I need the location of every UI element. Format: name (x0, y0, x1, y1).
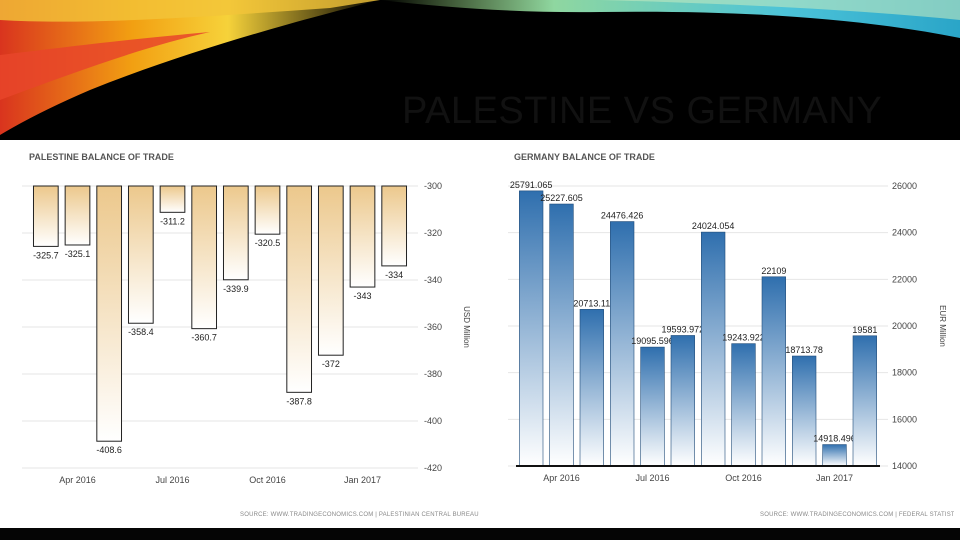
germany-data-label: 24024.054 (692, 221, 735, 231)
palestine-x-tick: Apr 2016 (59, 475, 96, 485)
germany-bar (761, 276, 786, 467)
palestine-bar (254, 185, 281, 235)
palestine-y-tick: -360 (424, 322, 442, 332)
germany-y-axis-label: EUR Million (938, 305, 947, 347)
germany-bar (519, 190, 544, 467)
germany-y-tick: 14000 (892, 461, 917, 471)
germany-chart-title: GERMANY BALANCE OF TRADE (514, 152, 655, 162)
palestine-data-label: -339.9 (223, 284, 249, 294)
palestine-y-tick: -420 (424, 463, 442, 473)
germany-data-label: 19095.596 (631, 336, 674, 346)
palestine-y-tick: -380 (424, 369, 442, 379)
palestine-data-label: -320.5 (255, 238, 281, 248)
palestine-data-label: -372 (322, 359, 340, 369)
palestine-y-tick: -320 (424, 228, 442, 238)
slide-title: PALESTINE VS GERMANY (402, 90, 883, 132)
palestine-data-label: -311.2 (160, 216, 185, 226)
palestine-data-label: -408.6 (96, 445, 122, 455)
germany-y-tick: 26000 (892, 181, 917, 191)
palestine-data-label: -358.4 (128, 327, 154, 337)
germany-bar (822, 444, 847, 467)
germany-data-label: 18713.78 (785, 345, 823, 355)
germany-data-label: 19593.972 (662, 324, 705, 334)
germany-x-tick: Jul 2016 (635, 473, 669, 483)
palestine-y-axis-label: USD Million (462, 306, 471, 348)
palestine-y-tick: -400 (424, 416, 442, 426)
germany-data-label: 20713.11 (573, 298, 610, 308)
title-banner (0, 0, 960, 140)
germany-bar (701, 231, 726, 467)
germany-data-label: 24476.426 (601, 211, 644, 221)
palestine-bar (381, 185, 408, 267)
palestine-bar (32, 185, 59, 247)
palestine-data-label: -343 (353, 291, 371, 301)
palestine-bar (349, 185, 376, 288)
palestine-bar (96, 185, 123, 442)
palestine-bar (222, 185, 249, 281)
germany-bar (670, 335, 695, 467)
germany-bar (852, 335, 877, 467)
germany-data-label: 25791.065 (510, 180, 553, 190)
germany-data-label: 19581 (852, 325, 877, 335)
palestine-bar (286, 185, 313, 393)
germany-bar (579, 309, 604, 467)
palestine-chart-panel: PALESTINE BALANCE OF TRADE -300 -320 -340 -3… (22, 140, 480, 525)
palestine-x-tick: Jan 2017 (344, 475, 381, 485)
palestine-y-tick: -340 (424, 275, 442, 285)
palestine-bar (159, 185, 186, 213)
germany-y-tick: 16000 (892, 414, 917, 424)
germany-bar (792, 355, 817, 467)
palestine-source-note: SOURCE: WWW.TRADINGECONOMICS.COM | PALES… (240, 512, 480, 518)
palestine-bar (317, 185, 344, 356)
palestine-x-tick: Oct 2016 (249, 475, 286, 485)
palestine-data-label: -334 (385, 270, 403, 280)
germany-bar (549, 203, 574, 467)
palestine-data-label: -325.1 (65, 249, 91, 259)
germany-bar (731, 343, 756, 467)
bottom-strip (0, 528, 960, 540)
palestine-data-label: -325.7 (33, 250, 59, 260)
germany-y-tick: 24000 (892, 228, 917, 238)
germany-chart-panel: GERMANY BALANCE OF TRADE 26000 24000 22000 2… (508, 140, 954, 525)
germany-data-label: 14918.496 (813, 434, 856, 444)
palestine-data-label: -360.7 (191, 333, 217, 343)
germany-x-tick: Apr 2016 (543, 473, 580, 483)
germany-x-tick: Oct 2016 (725, 473, 762, 483)
germany-y-tick: 20000 (892, 321, 917, 331)
germany-data-label: 25227.605 (540, 193, 583, 203)
germany-x-tick: Jan 2017 (816, 473, 853, 483)
palestine-x-tick: Jul 2016 (155, 475, 189, 485)
palestine-bar (64, 185, 91, 246)
palestine-trade-chart: PALESTINE BALANCE OF TRADE -300 -320 -340 -3… (22, 152, 480, 518)
germany-data-label: 19243.922 (722, 333, 765, 343)
palestine-data-label: -387.8 (286, 396, 312, 406)
germany-y-tick: 18000 (892, 368, 917, 378)
palestine-bar (127, 185, 154, 324)
palestine-y-tick: -300 (424, 181, 442, 191)
germany-trade-chart: GERMANY BALANCE OF TRADE 26000 24000 22000 2… (508, 152, 954, 518)
germany-data-label: 22109 (761, 266, 786, 276)
palestine-bar (191, 185, 218, 330)
germany-bar (640, 346, 665, 467)
palestine-chart-title: PALESTINE BALANCE OF TRADE (29, 152, 174, 162)
germany-y-tick: 22000 (892, 274, 917, 284)
germany-source-note: SOURCE: WWW.TRADINGECONOMICS.COM | FEDER… (760, 512, 954, 518)
